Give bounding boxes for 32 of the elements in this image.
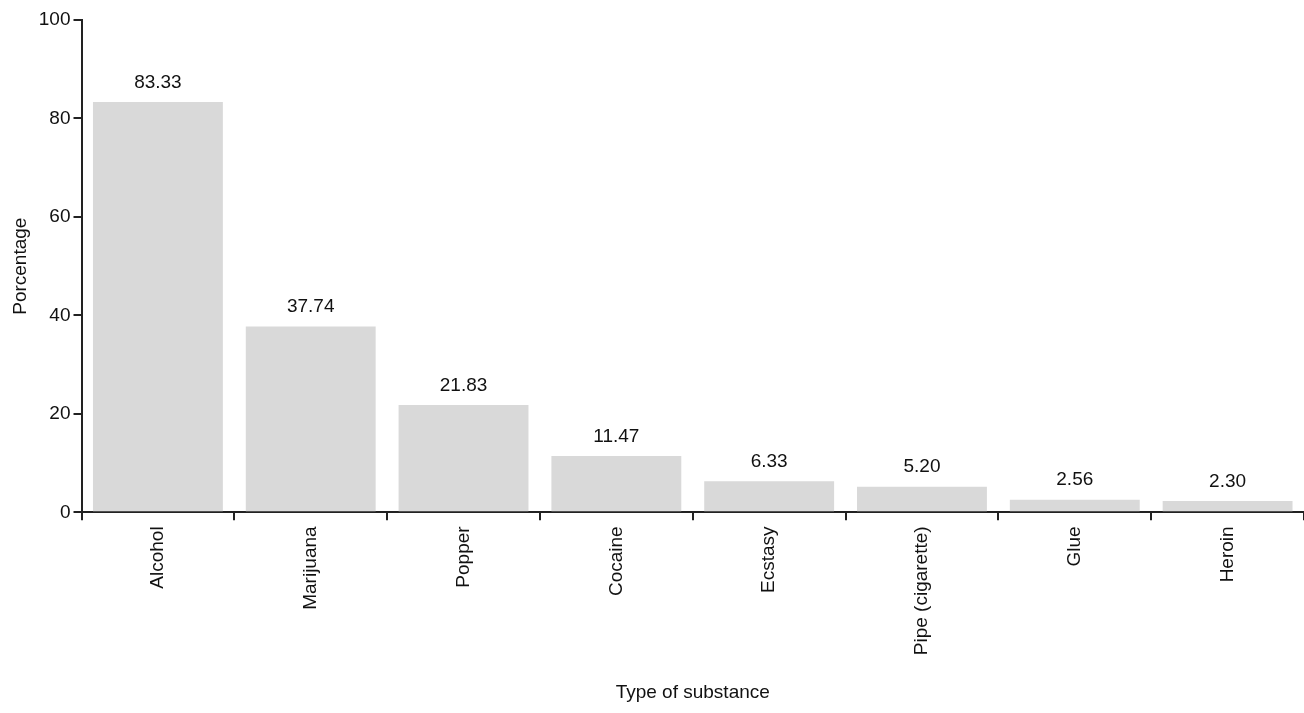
x-tick-label: Cocaine	[604, 526, 626, 597]
x-tick-label: Ecstasy	[757, 525, 779, 593]
y-tick-label: 80	[49, 106, 71, 128]
data-label: 37.74	[286, 295, 335, 317]
bar	[245, 326, 376, 512]
data-label: 5.20	[903, 455, 941, 477]
x-tick-label: Alcohol	[146, 526, 168, 589]
data-label: 2.30	[1209, 469, 1247, 491]
data-label: 11.47	[593, 424, 640, 446]
bar	[551, 455, 682, 512]
y-tick-label: 60	[49, 205, 71, 227]
y-tick-label: 40	[49, 303, 71, 325]
data-label: 83.33	[134, 70, 182, 92]
bar	[92, 102, 223, 512]
bar	[398, 404, 529, 512]
data-label: 6.33	[750, 449, 788, 471]
bar	[1162, 501, 1293, 512]
x-axis-title: Type of substance	[615, 680, 770, 702]
x-tick-label: Popper	[451, 525, 473, 588]
x-tick-label: Heroin	[1215, 526, 1237, 583]
x-tick-label: Marijuana	[298, 525, 320, 610]
y-tick-label: 100	[38, 8, 71, 30]
x-tick-label: Pipe (cigarette)	[910, 526, 932, 656]
bar	[857, 486, 987, 512]
y-axis-title: Porcentage	[8, 217, 30, 315]
y-tick-label: 0	[59, 500, 71, 522]
data-label: 21.83	[439, 373, 488, 395]
x-tick-label: Glue	[1063, 526, 1085, 567]
bar	[1009, 499, 1140, 512]
bar	[704, 481, 835, 512]
data-label: 2.56	[1056, 468, 1094, 490]
y-tick-label: 20	[49, 402, 71, 424]
